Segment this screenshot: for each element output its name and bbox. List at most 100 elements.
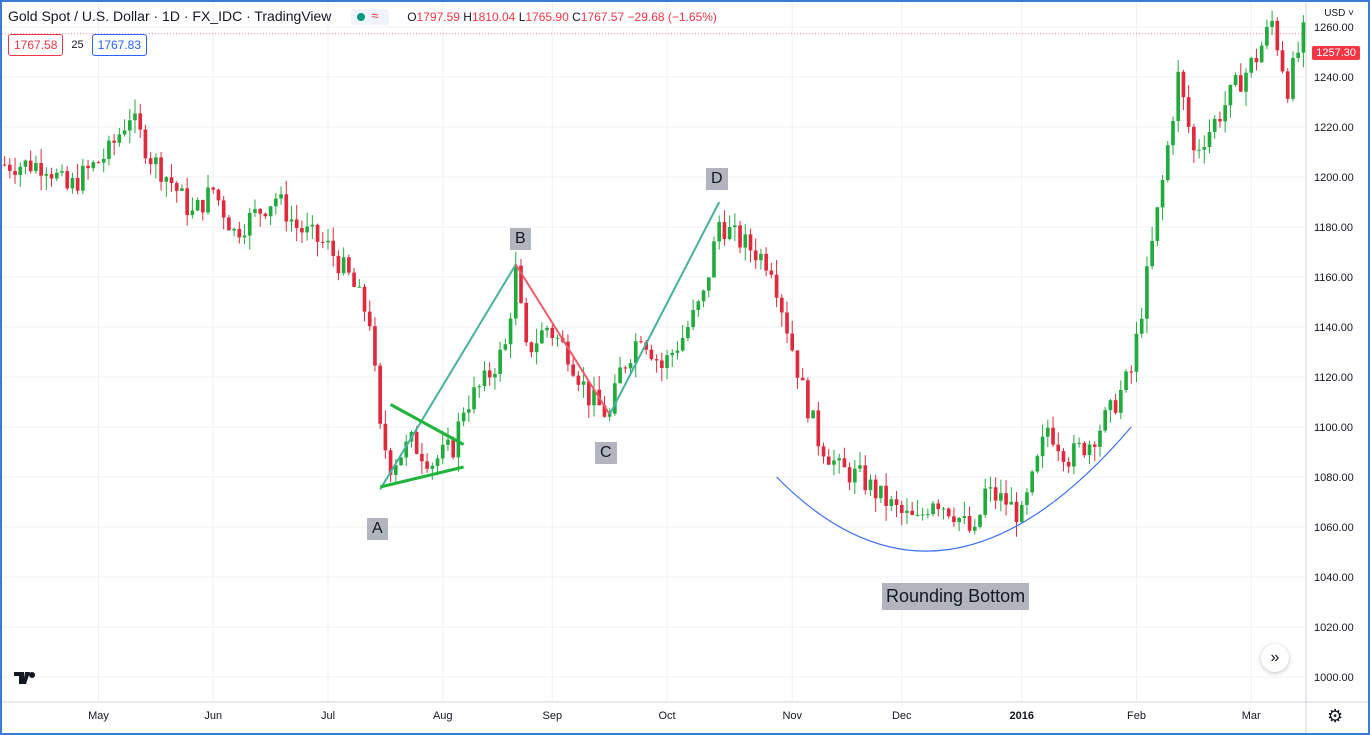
- candle-body: [1181, 71, 1186, 98]
- buy-price-button[interactable]: 1767.83: [91, 34, 148, 56]
- candle-body: [785, 312, 789, 334]
- candle-body: [477, 386, 482, 388]
- currency-selector[interactable]: USD ˅: [1324, 8, 1354, 19]
- candle-body: [101, 158, 106, 163]
- label-b[interactable]: B: [510, 228, 531, 250]
- candle-body: [592, 389, 596, 406]
- candle-body: [1108, 400, 1113, 411]
- trade-panel: 1767.58 25 1767.83: [8, 34, 148, 56]
- high-value: 1810.04: [471, 10, 516, 24]
- candle-body: [524, 302, 529, 343]
- y-tick-label: 1000.00: [1314, 672, 1354, 684]
- sell-price-button[interactable]: 1767.58: [8, 34, 64, 56]
- candle-body: [148, 158, 153, 165]
- candle-body: [138, 113, 143, 130]
- y-tick-label: 1020.00: [1314, 622, 1354, 634]
- open-value: 1797.59: [416, 10, 460, 24]
- candle-body: [748, 234, 753, 251]
- candle-body: [1197, 149, 1201, 151]
- candle-body: [733, 225, 737, 227]
- candle-body: [503, 344, 508, 350]
- candle-body: [894, 499, 899, 506]
- candle-body: [242, 235, 247, 238]
- candle-body: [795, 350, 800, 378]
- candle-body: [18, 166, 23, 176]
- candle-body: [237, 228, 242, 238]
- candle-body: [1014, 501, 1019, 523]
- symbol-title[interactable]: Gold Spot / U.S. Dollar · 1D · FX_IDC · …: [8, 8, 332, 24]
- candle-body: [206, 187, 210, 213]
- candle-body: [779, 297, 784, 313]
- label-a[interactable]: A: [367, 518, 388, 540]
- candle-body: [1160, 180, 1165, 208]
- candle-body: [847, 467, 852, 483]
- candle-body: [759, 253, 763, 261]
- high-label: H: [463, 10, 472, 24]
- candle-body: [174, 183, 179, 191]
- candle-body: [1051, 427, 1055, 445]
- candle-body: [842, 458, 847, 468]
- candle-body: [60, 171, 64, 173]
- candle-body: [571, 364, 575, 376]
- candle-body: [743, 234, 748, 248]
- candle-body: [420, 453, 424, 462]
- candle-body: [107, 140, 111, 159]
- candle-body: [211, 187, 216, 190]
- candle-body: [952, 516, 956, 523]
- y-tick-label: 1040.00: [1314, 572, 1354, 584]
- candle-body: [1019, 504, 1024, 523]
- y-tick-label: 1080.00: [1314, 472, 1354, 484]
- candle-body: [1165, 145, 1170, 181]
- candle-body: [1192, 126, 1196, 151]
- candle-body: [467, 409, 471, 413]
- candle-body: [195, 199, 200, 211]
- y-tick-label: 1220.00: [1314, 122, 1354, 134]
- candle-body: [999, 493, 1003, 501]
- candle-body: [373, 326, 377, 366]
- label-c[interactable]: C: [595, 442, 617, 464]
- label-d[interactable]: D: [706, 168, 728, 190]
- candle-body: [1270, 20, 1274, 27]
- x-tick-label: Jun: [204, 710, 222, 722]
- y-tick-label: 1260.00: [1314, 22, 1354, 34]
- candle-body: [910, 510, 915, 515]
- y-tick-label: 1140.00: [1314, 322, 1353, 334]
- candle-body: [534, 343, 539, 353]
- candle-body: [1259, 45, 1264, 63]
- candle-body: [1150, 240, 1154, 267]
- candle-body: [86, 165, 90, 169]
- gear-icon[interactable]: ⚙: [1327, 706, 1344, 726]
- candle-body: [451, 439, 456, 458]
- candle-body: [440, 444, 445, 459]
- c-d-line: [608, 201, 721, 415]
- y-tick-label: 1100.00: [1314, 422, 1353, 434]
- market-status[interactable]: ≈: [351, 8, 390, 26]
- candle-body: [1113, 400, 1118, 413]
- candle-body: [607, 413, 612, 417]
- candle-body: [493, 373, 497, 378]
- candle-body: [1244, 72, 1248, 92]
- candle-body: [727, 226, 732, 240]
- double-chevron-right-icon[interactable]: »: [1261, 644, 1289, 672]
- candle-body: [1223, 105, 1227, 122]
- candle-body: [430, 465, 435, 469]
- label-rounding-bottom[interactable]: Rounding Bottom: [882, 583, 1030, 610]
- candle-body: [1238, 75, 1243, 92]
- candle-body: [117, 134, 122, 143]
- candle-body: [1103, 410, 1108, 431]
- candle-body: [310, 224, 315, 227]
- tradingview-logo-icon[interactable]: [12, 668, 42, 694]
- candle-body: [383, 423, 388, 451]
- candle-body: [905, 510, 909, 513]
- candle-body: [1176, 71, 1181, 121]
- rounding-bottom-curve: [776, 426, 1132, 552]
- candle-body: [7, 164, 12, 171]
- candle-body: [34, 162, 38, 172]
- candle-body: [347, 257, 351, 273]
- candle-body: [811, 410, 815, 419]
- candle-body: [1265, 26, 1269, 46]
- candle-body: [1254, 58, 1259, 63]
- b-c-line: [514, 263, 611, 416]
- candle-body: [326, 240, 330, 243]
